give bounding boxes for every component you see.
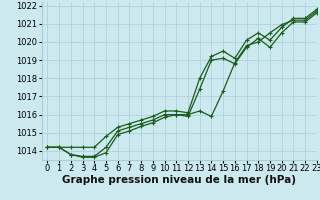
X-axis label: Graphe pression niveau de la mer (hPa): Graphe pression niveau de la mer (hPa) [62,175,296,185]
